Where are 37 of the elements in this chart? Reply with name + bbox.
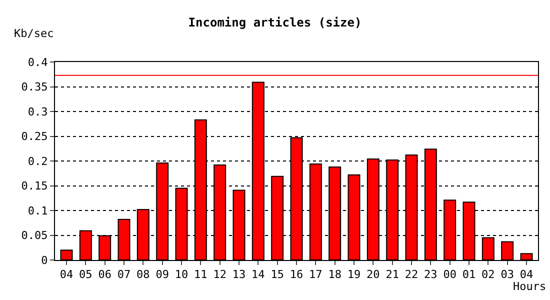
x-tick-label: 04 bbox=[520, 268, 534, 282]
y-tick-label: 0.2 bbox=[28, 154, 48, 168]
x-tick-label: 19 bbox=[347, 268, 361, 282]
x-axis-title: Hours bbox=[513, 280, 546, 293]
x-tick-label: 17 bbox=[309, 268, 322, 282]
x-tick-label: 09 bbox=[156, 268, 169, 282]
chart-title: Incoming articles (size) bbox=[188, 15, 362, 30]
x-tick-label: 00 bbox=[443, 268, 456, 282]
y-tick-label: 0.15 bbox=[21, 180, 48, 193]
x-tick-label: 10 bbox=[174, 268, 188, 282]
y-tick-label: 0.35 bbox=[21, 80, 48, 94]
x-tick-label: 05 bbox=[79, 268, 92, 282]
x-tick-label: 22 bbox=[404, 268, 418, 282]
y-tick-label: 0.25 bbox=[21, 130, 48, 144]
x-tick-label: 11 bbox=[194, 268, 208, 282]
x-tick-label: 18 bbox=[328, 268, 342, 282]
x-tick-label: 02 bbox=[482, 268, 495, 282]
x-tick-label: 04 bbox=[60, 268, 74, 282]
x-tick-label: 14 bbox=[252, 268, 266, 282]
x-tick-label: 08 bbox=[136, 268, 150, 282]
x-tick-label: 16 bbox=[290, 268, 304, 282]
x-tick-label: 06 bbox=[98, 268, 112, 282]
x-tick-label: 01 bbox=[462, 268, 476, 282]
y-tick-label: 0.1 bbox=[28, 204, 48, 218]
x-tick-label: 07 bbox=[117, 268, 131, 282]
x-tick-label: 21 bbox=[386, 268, 399, 282]
y-axis-title: Kb/sec bbox=[14, 27, 54, 40]
y-tick-label: 0.05 bbox=[21, 229, 48, 242]
x-tick-label: 15 bbox=[270, 268, 284, 282]
y-tick-label: 0 bbox=[41, 254, 48, 267]
y-tick-label: 0.3 bbox=[28, 105, 48, 118]
x-tick-label: 03 bbox=[500, 268, 514, 282]
y-tick-label: 0.4 bbox=[28, 56, 48, 69]
x-tick-label: 13 bbox=[232, 268, 246, 282]
x-tick-label: 20 bbox=[366, 268, 380, 282]
x-tick-label: 23 bbox=[424, 268, 438, 282]
x-tick-label: 12 bbox=[213, 268, 226, 282]
